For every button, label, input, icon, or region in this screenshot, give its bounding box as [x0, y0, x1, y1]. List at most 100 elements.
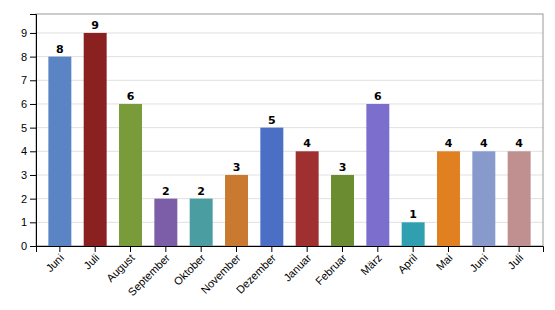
y-tick-label: 1 [21, 216, 27, 228]
y-tick-mark [30, 175, 36, 176]
x-tick: September [126, 246, 173, 298]
bar [119, 104, 142, 246]
x-tick-mark [130, 246, 131, 252]
data-label: 5 [268, 114, 276, 127]
x-tick-mark [377, 246, 378, 252]
data-label: 3 [339, 161, 347, 174]
grid-line [36, 80, 543, 81]
data-label: 4 [303, 137, 311, 150]
y-tick-mark [30, 57, 36, 58]
x-tick-label: Januar [281, 251, 314, 284]
grid-line [36, 103, 543, 104]
y-tick: 3 [21, 169, 36, 181]
y-tick: 4 [21, 145, 36, 157]
y-tick-label: 6 [21, 98, 27, 110]
x-tick-mark [59, 246, 60, 252]
y-tick: 1 [21, 216, 36, 228]
bar [402, 222, 425, 246]
y-tick-mark [30, 222, 36, 223]
y-axis: 0 1 2 3 4 5 6 7 8 9 [21, 15, 37, 253]
data-label: 6 [374, 90, 382, 103]
grid-line [36, 56, 543, 57]
bar [508, 151, 531, 246]
x-axis: JuniJuliAugustSeptemberOktoberNovemberDe… [37, 246, 544, 298]
bar [260, 128, 283, 246]
plot: 89622354361444JuniJuliAugustSeptemberOkt… [21, 14, 544, 298]
x-tick: April [395, 246, 419, 276]
x-tick-label: Februar [313, 251, 349, 287]
data-label: 3 [233, 161, 241, 174]
x-tick-label: Juni [467, 252, 490, 275]
x-tick-mark [165, 246, 166, 252]
x-tick-label: Mai [434, 252, 455, 273]
x-tick: August [104, 246, 137, 284]
y-tick-mark [30, 80, 36, 81]
grid [36, 33, 543, 246]
x-tick-label: September [126, 251, 173, 298]
x-tick-label: Dezember [234, 251, 279, 296]
bar [84, 33, 107, 246]
x-tick-mark [95, 246, 96, 252]
y-tick-mark [30, 246, 36, 247]
grid-line [36, 32, 543, 33]
y-tick: 5 [21, 122, 36, 134]
data-labels: 89622354361444 [56, 19, 523, 221]
x-tick-mark [307, 246, 308, 252]
x-tick: März [358, 246, 384, 277]
data-label: 4 [480, 137, 488, 150]
bar [48, 57, 71, 246]
bar [225, 175, 248, 246]
bar [190, 199, 213, 246]
y-tick-label: 9 [21, 27, 27, 39]
x-tick-mark [519, 246, 520, 252]
x-tick-label: Juli [505, 252, 525, 272]
x-axis-line [37, 247, 544, 253]
data-label: 4 [445, 137, 453, 150]
x-tick: Januar [281, 246, 314, 284]
data-label: 8 [56, 43, 64, 56]
data-label: 1 [409, 208, 417, 221]
x-tick-mark [342, 246, 343, 252]
x-tick-label: April [395, 252, 419, 276]
x-tick: Juli [505, 246, 525, 272]
y-tick-label: 2 [21, 193, 27, 205]
x-tick: Februar [313, 246, 349, 287]
x-tick-label: März [358, 252, 384, 278]
data-label: 9 [91, 19, 99, 32]
grid-line [36, 174, 543, 175]
x-tick: Juni [467, 246, 490, 274]
x-tick-mark [236, 246, 237, 252]
x-tick: Juni [43, 246, 66, 274]
y-tick-mark [30, 33, 36, 34]
bar [331, 175, 354, 246]
y-tick-label: 4 [21, 145, 27, 157]
bars [48, 33, 530, 246]
x-tick-mark [271, 246, 272, 252]
bar [472, 151, 495, 246]
y-tick-label: 5 [21, 122, 27, 134]
data-label: 6 [127, 90, 135, 103]
y-tick-label: 7 [21, 74, 27, 86]
x-tick-mark [201, 246, 202, 252]
bar [154, 199, 177, 246]
data-label: 2 [162, 185, 170, 198]
bar [366, 104, 389, 246]
chart: 89622354361444JuniJuliAugustSeptemberOkt… [0, 0, 555, 310]
y-tick-label: 0 [21, 240, 27, 252]
y-tick: 6 [21, 98, 36, 110]
y-axis-line [30, 15, 37, 247]
y-tick-mark [30, 128, 36, 129]
grid-line [36, 151, 543, 152]
x-tick: Juli [81, 246, 101, 272]
bar [437, 151, 460, 246]
y-tick: 8 [21, 51, 36, 63]
x-tick: Dezember [234, 246, 279, 296]
grid-line [36, 127, 543, 128]
grid-line [36, 198, 543, 199]
x-tick-label: Juli [81, 252, 101, 272]
x-tick-label: August [104, 252, 137, 285]
x-tick-mark [448, 246, 449, 252]
y-tick-label: 3 [21, 169, 27, 181]
y-tick: 2 [21, 193, 36, 205]
y-tick-label: 8 [21, 51, 27, 63]
